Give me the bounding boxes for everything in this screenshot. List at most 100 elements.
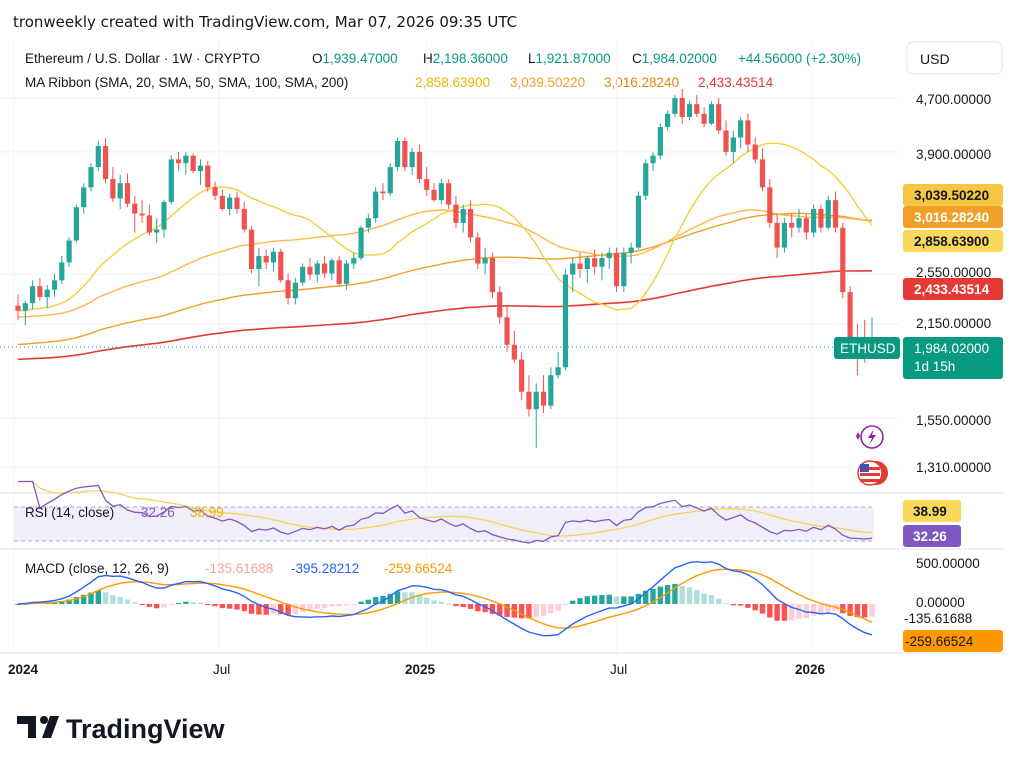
price-tick: 4,700.00000 (916, 92, 991, 107)
lightning-alert-icon[interactable] (856, 425, 884, 449)
candle-body (95, 146, 101, 168)
ma200-badge (903, 278, 1003, 300)
candle-body (241, 209, 247, 230)
us-flag-icon[interactable] (857, 460, 888, 486)
rsi-value-badge (903, 525, 961, 547)
change-value: +44.56000 (+2.30%) (738, 51, 861, 66)
price-gridlines (0, 40, 900, 653)
macd-histogram-bar (577, 598, 583, 604)
macd-histogram-bar (321, 604, 328, 608)
rsi-value: 32.26 (141, 505, 175, 520)
candle-body (358, 227, 364, 259)
tradingview-logo: TradingView (17, 714, 226, 744)
macd-hist-value: -135.61688 (205, 561, 273, 576)
macd-legend: MACD (close, 12, 26, 9) -135.61688 -395.… (25, 561, 453, 576)
candle-body (482, 258, 488, 264)
macd-histogram-bar (643, 590, 649, 604)
macd-histogram-bar (73, 597, 80, 604)
macd-histogram-bar (132, 602, 138, 604)
symbol-title: Ethereum / U.S. Dollar · 1W · CRYPTO (25, 51, 260, 66)
candle-body (205, 165, 211, 188)
candle-body (416, 151, 423, 180)
macd-histogram-bar (599, 595, 605, 604)
candle-body (562, 274, 569, 368)
candle-body (256, 255, 262, 270)
rsi-legend: RSI (14, close) 32.26 38.99 (25, 505, 224, 520)
ma200-value: 2,433.43514 (698, 75, 774, 90)
macd-histogram-bar (518, 604, 525, 619)
macd-histogram-bar (803, 604, 810, 618)
candle-body (248, 229, 255, 270)
symbol-tag (834, 337, 900, 359)
macd-histogram-bar (183, 601, 189, 604)
candle-body (606, 252, 612, 259)
macd-histogram-bar (219, 604, 226, 609)
candle-body (533, 391, 539, 410)
macd-histogram-bar (606, 594, 612, 604)
open-value: 1,939.47000 (323, 51, 398, 66)
time-tick: 2026 (795, 662, 826, 677)
candle-body (81, 187, 87, 208)
brand-name: TradingView (66, 714, 226, 744)
candle-body (59, 262, 65, 281)
macd-signal-value: -259.66524 (384, 561, 453, 576)
macd-histogram-bar (694, 590, 700, 604)
macd-histogram-bar (88, 592, 94, 604)
candle-body (124, 183, 131, 204)
macd-histogram-bar (175, 602, 182, 604)
rsi-ma-badge-label: 38.99 (913, 504, 947, 519)
candle-body (183, 155, 189, 164)
macd-histogram-bar (402, 592, 408, 604)
macd-histogram-bar (825, 604, 831, 612)
macd-histogram-bar (533, 604, 539, 618)
price-tick: 1,550.00000 (916, 413, 991, 428)
time-tick: Jul (213, 662, 230, 677)
candle-body (789, 222, 795, 228)
low-value: 1,921.87000 (536, 51, 611, 66)
macd-hist-badge (903, 607, 1003, 629)
macd-histogram-bar (197, 602, 204, 604)
candle-body (424, 179, 430, 190)
candle-body (584, 258, 590, 270)
candle-body (489, 258, 496, 293)
candle-body (840, 227, 846, 293)
macd-histogram-bar (190, 602, 196, 604)
macd-histogram-bar (299, 604, 306, 612)
macd-histogram-bar (292, 604, 299, 614)
macd-histogram-bar (540, 604, 547, 616)
candle-body (314, 263, 320, 275)
macd-histogram-bar (394, 591, 401, 604)
candle-body (446, 183, 452, 205)
candle-body (555, 367, 561, 376)
currency-label: USD (920, 51, 950, 67)
macd-histogram-bar (431, 600, 437, 604)
currency-button[interactable]: USD (906, 41, 1003, 75)
macd-histogram-bar (686, 587, 693, 604)
macd-histogram-bar (840, 604, 846, 614)
candle-body (825, 200, 831, 228)
candle-body (745, 120, 751, 145)
close-value: 1,984.02000 (642, 51, 717, 66)
candle-body (781, 222, 788, 248)
price-axis[interactable]: 4,700.00000 3,900.00000 2,550.00000 2,15… (916, 92, 991, 475)
macd-histogram-bar (591, 595, 598, 604)
candle-body (730, 137, 736, 152)
macd-histogram-bar (789, 604, 795, 621)
candle-body (767, 187, 773, 223)
time-axis[interactable]: 2024 Jul 2025 Jul 2026 (8, 662, 826, 677)
macd-histogram-bar (66, 599, 72, 604)
price-tick: 1,310.00000 (916, 460, 991, 475)
candle-body (321, 263, 328, 274)
close-label: C (632, 51, 642, 66)
ma100-badge-label: 3,016.28240 (914, 210, 989, 225)
tradingview-logo-mark (17, 716, 36, 738)
macd-histogram-bar (139, 604, 145, 605)
macd-histogram-bar (263, 604, 269, 615)
candle-body (548, 375, 554, 406)
ma-badges: 3,039.50220 3,016.28240 2,858.63900 2,43… (903, 184, 1003, 300)
macd-histogram-bar (445, 603, 452, 605)
candle-body (73, 207, 79, 241)
candle-body (154, 229, 160, 233)
macd-histogram-bar (460, 604, 466, 607)
